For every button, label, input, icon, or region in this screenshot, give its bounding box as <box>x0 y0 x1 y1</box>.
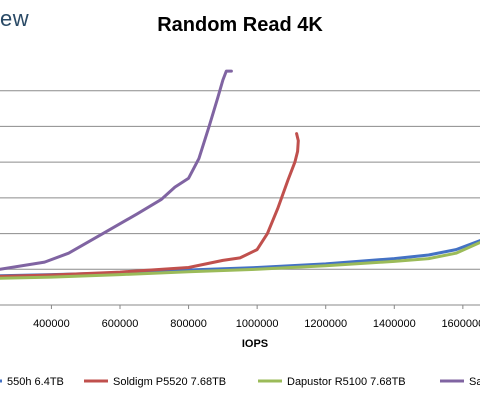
series-line <box>0 69 233 271</box>
legend-label: Sa <box>469 376 480 388</box>
chart-title: Random Read 4K <box>157 14 323 36</box>
legend: 550h 6.4TB Soldigm P5520 7.68TB Dapustor R… <box>0 376 480 388</box>
legend-label: Soldigm P5520 7.68TB <box>113 376 226 388</box>
x-tick-label: 400000 <box>33 318 70 330</box>
x-axis-label: IOPS <box>242 338 268 350</box>
legend-item: 550h 6.4TB <box>0 376 64 388</box>
x-tick-label: 1400000 <box>373 318 416 330</box>
series-line <box>0 241 480 280</box>
x-tick-label: 1200000 <box>304 318 347 330</box>
x-tick-label: 800000 <box>170 318 207 330</box>
legend-label: 550h 6.4TB <box>7 376 64 388</box>
series-line <box>0 132 300 278</box>
x-axis-ticks: 400000 600000 800000 1000000 1200000 1400000 1… <box>33 305 480 330</box>
x-tick-label: 1000000 <box>236 318 279 330</box>
gridlines <box>0 90 480 270</box>
legend-item: Dapustor R5100 7.68TB <box>258 376 406 388</box>
x-tick-label: 1600000 <box>441 318 480 330</box>
legend-item: Soldigm P5520 7.68TB <box>84 376 226 388</box>
series-lines <box>0 69 480 280</box>
legend-label: Dapustor R5100 7.68TB <box>287 376 406 388</box>
x-tick-label: 600000 <box>102 318 139 330</box>
brand-logo-text: ew <box>0 6 30 31</box>
legend-item: Sa <box>440 376 480 388</box>
